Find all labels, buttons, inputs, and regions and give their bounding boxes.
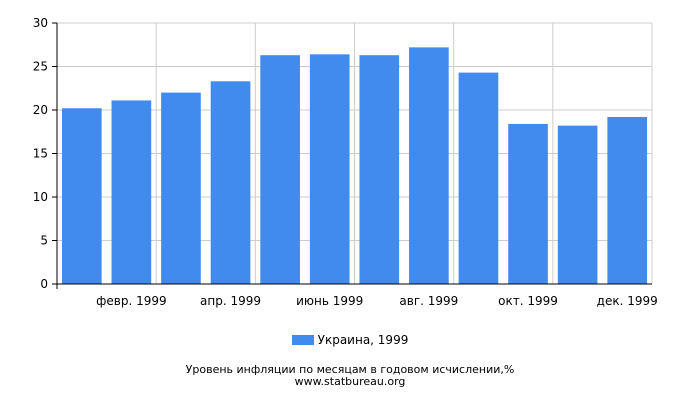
x-tick-label: авг. 1999 xyxy=(399,294,458,308)
y-tick-label: 0 xyxy=(40,277,48,291)
bars xyxy=(61,47,648,285)
bar xyxy=(111,100,152,285)
y-tick-label: 25 xyxy=(33,60,48,74)
bar xyxy=(409,47,449,284)
y-tick-label: 20 xyxy=(33,103,48,117)
bar xyxy=(557,125,598,284)
x-tick-label: дек. 1999 xyxy=(597,294,658,308)
legend-swatch xyxy=(291,335,314,345)
y-tick-label: 5 xyxy=(40,234,48,248)
bar xyxy=(607,116,648,285)
chart-caption-title: Уровень инфляции по месяцам в годовом ис… xyxy=(185,363,515,376)
x-tick-label: февр. 1999 xyxy=(96,294,167,308)
bar xyxy=(210,81,251,284)
chart-caption-source: www.statbureau.org xyxy=(294,375,406,388)
bar xyxy=(359,55,400,284)
x-tick-label: окт. 1999 xyxy=(498,294,558,308)
bar xyxy=(309,54,350,284)
bar xyxy=(508,123,548,284)
bar xyxy=(161,92,201,284)
bar xyxy=(61,108,102,284)
y-tick-label: 15 xyxy=(33,147,48,161)
y-tick-label: 30 xyxy=(33,16,48,30)
grid-lines xyxy=(57,22,653,285)
legend-label: Украина, 1999 xyxy=(317,333,409,347)
bar xyxy=(458,72,499,284)
x-tick-label: апр. 1999 xyxy=(200,294,261,308)
axes: 0 5 10 15 20 25 30 февр. 1999 апр. 1999 июнь 1999… xyxy=(33,16,658,308)
y-tick-label: 10 xyxy=(33,190,48,204)
x-tick-label: июнь 1999 xyxy=(296,294,363,308)
legend: Украина, 1999 xyxy=(0,333,700,347)
bar xyxy=(260,55,300,284)
